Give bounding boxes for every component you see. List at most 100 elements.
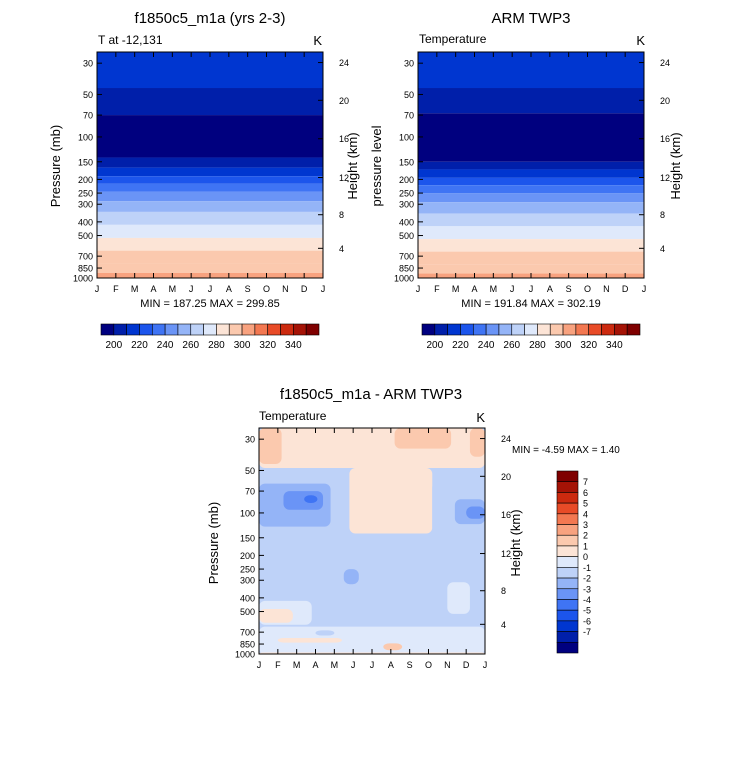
colorbar-label: 320 xyxy=(259,340,276,351)
level-band xyxy=(418,239,644,252)
level-band xyxy=(97,168,323,177)
x-tick-label: D xyxy=(463,660,470,670)
level-band xyxy=(97,52,323,88)
x-tick-label: A xyxy=(471,284,477,294)
y-tick-label: 200 xyxy=(78,175,93,185)
y-tick-label-right: 24 xyxy=(501,434,511,444)
anomaly-region xyxy=(349,468,432,534)
x-tick-label: A xyxy=(312,660,318,670)
left-string: T at -12,131 xyxy=(98,33,163,47)
level-band xyxy=(97,184,323,192)
colorbar-box xyxy=(557,471,578,482)
colorbar-label: 220 xyxy=(452,340,469,351)
colorbar-box xyxy=(178,324,191,335)
y-tick-label: 300 xyxy=(399,200,414,210)
colorbar-label: 300 xyxy=(234,340,251,351)
y-tick-label: 850 xyxy=(240,640,255,650)
colorbar-box xyxy=(152,324,165,335)
colorbar-label: 260 xyxy=(503,340,520,351)
y-tick-label: 700 xyxy=(399,252,414,262)
y-tick-label: 30 xyxy=(245,435,255,445)
y-tick-label: 150 xyxy=(78,157,93,167)
colorbar-box xyxy=(448,324,461,335)
level-band xyxy=(97,212,323,225)
y-tick-label: 50 xyxy=(83,90,93,100)
x-tick-label: F xyxy=(113,284,119,294)
y-axis-label: pressure level xyxy=(369,125,384,206)
x-tick-label: M xyxy=(131,284,139,294)
x-tick-label: J xyxy=(95,284,100,294)
colorbar-box xyxy=(139,324,152,335)
colorbar-label: 280 xyxy=(529,340,546,351)
chart-title: f1850c5_m1a (yrs 2-3) xyxy=(135,10,286,27)
x-tick-label: J xyxy=(483,660,488,670)
y-tick-label: 1000 xyxy=(73,274,93,284)
y-tick-label: 50 xyxy=(404,90,414,100)
colorbar-label: 280 xyxy=(208,340,225,351)
y-tick-label-right: 12 xyxy=(501,549,511,559)
level-band xyxy=(418,88,644,113)
x-tick-label: D xyxy=(622,284,629,294)
x-tick-label: M xyxy=(490,284,498,294)
colorbar-box xyxy=(557,557,578,568)
x-tick-label: S xyxy=(566,284,572,294)
colorbar-box xyxy=(114,324,127,335)
y-tick-label-right: 16 xyxy=(501,510,511,520)
y-tick-label: 200 xyxy=(399,175,414,185)
level-band xyxy=(418,52,644,88)
x-tick-label: M xyxy=(293,660,301,670)
level-band xyxy=(418,252,644,265)
colorbar-box xyxy=(557,642,578,653)
colorbar-box xyxy=(557,599,578,610)
min-max-text: MIN = -4.59 MAX = 1.40 xyxy=(512,445,620,456)
anomaly-region xyxy=(470,428,485,457)
colorbar-box xyxy=(602,324,615,335)
level-band xyxy=(97,264,323,273)
x-tick-label: S xyxy=(245,284,251,294)
x-tick-label: O xyxy=(584,284,591,294)
y-tick-label-right: 24 xyxy=(660,58,670,68)
colorbar-box xyxy=(293,324,306,335)
colorbar-box xyxy=(537,324,550,335)
y-tick-label: 1000 xyxy=(394,274,414,284)
colorbar-box xyxy=(255,324,268,335)
right-string: K xyxy=(476,410,485,425)
level-band xyxy=(418,264,644,273)
anomaly-region xyxy=(283,491,323,510)
panel-model: f1850c5_m1a (yrs 2-3) T at -12,131 K Pre… xyxy=(48,10,360,310)
y-tick-label: 500 xyxy=(78,231,93,241)
x-tick-label: M xyxy=(452,284,460,294)
colorbar-box xyxy=(627,324,640,335)
y-tick-label: 250 xyxy=(399,189,414,199)
colorbar-box xyxy=(576,324,589,335)
x-tick-label: J xyxy=(208,284,213,294)
y-axis-label: Pressure (mb) xyxy=(48,125,63,207)
colorbar-box xyxy=(557,482,578,493)
left-string: Temperature xyxy=(419,32,487,46)
colorbar-box xyxy=(557,546,578,557)
left-string: Temperature xyxy=(259,409,327,423)
y-tick-label: 1000 xyxy=(235,650,255,660)
x-tick-label: A xyxy=(547,284,553,294)
colorbar-box xyxy=(563,324,576,335)
colorbar-box xyxy=(435,324,448,335)
colorbar-box xyxy=(557,514,578,525)
chart-title: ARM TWP3 xyxy=(492,10,571,27)
level-band xyxy=(418,185,644,193)
y-tick-label-right: 20 xyxy=(660,96,670,106)
colorbar-box xyxy=(557,632,578,643)
y-tick-label-right: 4 xyxy=(660,244,665,254)
colorbar-box xyxy=(473,324,486,335)
colorbar-label: 4 xyxy=(583,509,588,519)
y-tick-label-right: 12 xyxy=(660,173,670,183)
y-tick-label: 70 xyxy=(83,111,93,121)
colorbar-label: -3 xyxy=(583,584,591,594)
y-tick-label: 300 xyxy=(240,576,255,586)
colorbar-model: 200 220 240 260 280 300 320 340 xyxy=(101,324,319,351)
y-tick-label: 400 xyxy=(240,593,255,603)
level-band xyxy=(97,115,323,157)
colorbar-label: 2 xyxy=(583,531,588,541)
level-band xyxy=(97,88,323,115)
y-tick-label: 300 xyxy=(78,200,93,210)
colorbar-box xyxy=(557,578,578,589)
